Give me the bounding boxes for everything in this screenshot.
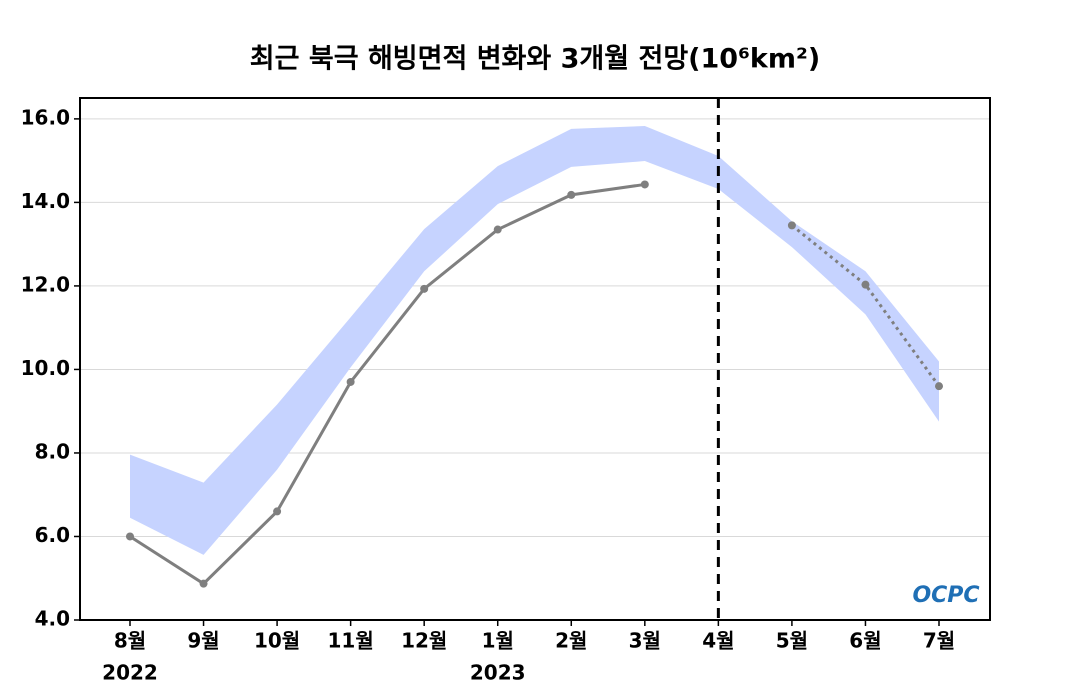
x-tick-label: 1월: [482, 629, 514, 653]
x-tick-label: 3월: [629, 629, 661, 653]
series-point: [493, 225, 502, 234]
x-tick-label: 7월: [923, 629, 955, 653]
series-line: [129, 182, 646, 586]
y-tick-label: 6.0: [35, 523, 70, 547]
forecast-band: [130, 125, 939, 555]
x-tick-label: 6월: [849, 629, 881, 653]
series-point: [935, 382, 943, 391]
series-point: [126, 532, 134, 541]
x-tick-label: 5월: [776, 629, 808, 653]
series-point: [420, 284, 429, 293]
y-tick-label: 14.0: [21, 189, 70, 213]
series-point: [861, 280, 870, 289]
x-tick-label: 4월: [702, 629, 734, 653]
series-point: [273, 507, 282, 516]
series-point: [567, 190, 576, 199]
series-point: [640, 180, 649, 189]
x-tick-label: 11월: [328, 629, 374, 653]
x-tick-label: 2월: [555, 629, 587, 653]
logo: OCPC: [912, 583, 979, 608]
x-tick-label: 9월: [187, 629, 219, 653]
y-tick-label: 10.0: [21, 356, 70, 380]
x-tick-label: 12월: [401, 629, 447, 653]
y-tick-label: 4.0: [35, 607, 70, 631]
x-tick-label: 8월: [114, 629, 146, 653]
series-point: [199, 579, 208, 588]
series-point: [787, 221, 796, 230]
x-tick-label: 10월: [254, 629, 300, 653]
chart-title: 최근 북극 해빙면적 변화와 3개월 전망(10⁶km²): [250, 44, 820, 75]
year-label: 2023: [470, 661, 526, 685]
y-tick-label: 12.0: [21, 272, 70, 296]
plot-frame: [79, 97, 991, 621]
year-label: 2022: [102, 661, 158, 685]
series-point: [346, 377, 355, 386]
y-tick-label: 16.0: [21, 105, 70, 129]
y-tick-label: 8.0: [35, 439, 70, 463]
